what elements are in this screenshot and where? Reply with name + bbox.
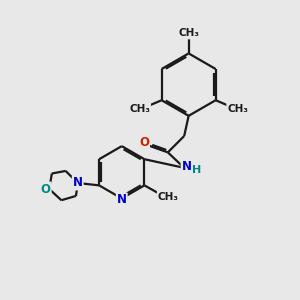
Text: CH₃: CH₃ xyxy=(227,103,248,113)
Text: CH₃: CH₃ xyxy=(158,192,179,202)
Text: N: N xyxy=(182,160,192,173)
Text: O: O xyxy=(139,136,149,149)
Text: N: N xyxy=(73,176,83,190)
Text: O: O xyxy=(41,182,51,196)
Text: CH₃: CH₃ xyxy=(178,28,199,38)
Text: CH₃: CH₃ xyxy=(129,103,150,113)
Text: N: N xyxy=(117,194,127,206)
Text: H: H xyxy=(192,165,201,175)
